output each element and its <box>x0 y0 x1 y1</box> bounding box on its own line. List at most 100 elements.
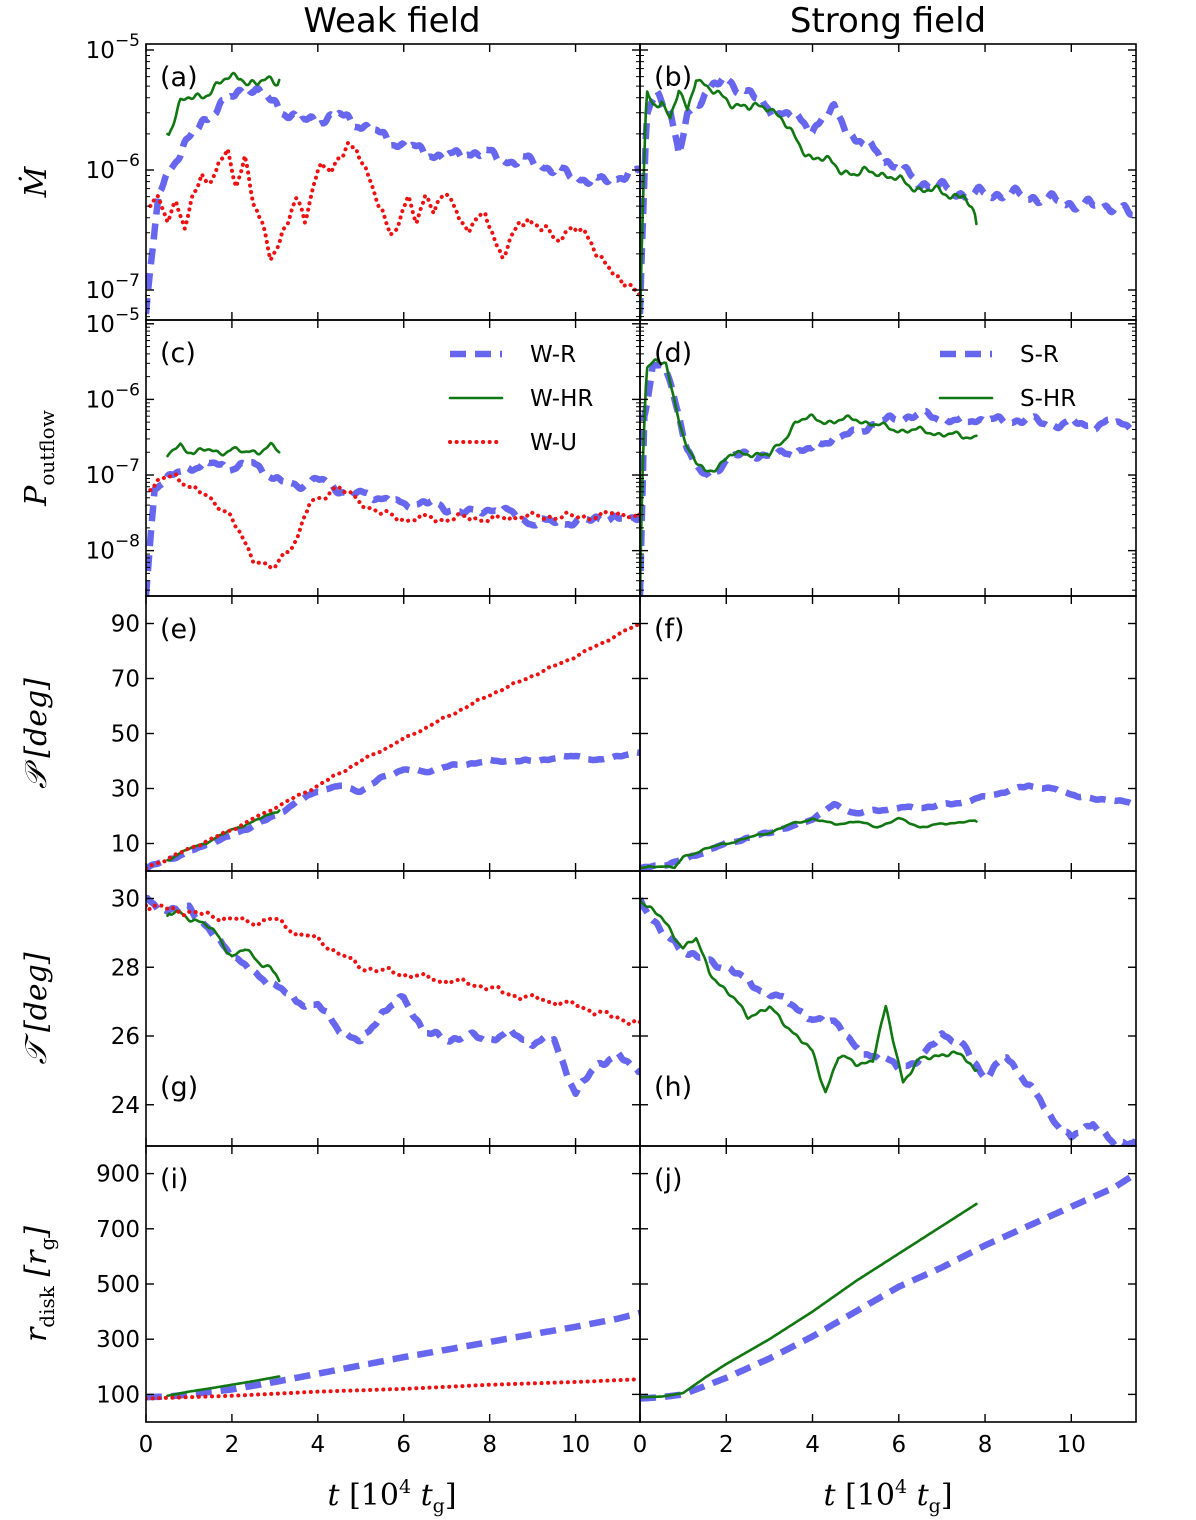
series-group <box>146 71 640 315</box>
plot-layer: 10−5 10−6 10−7 (a) (b) Ṁ 10−5 10−6 10−7 10−8 (c) (d… <box>18 31 1137 1458</box>
panel-label: (j) <box>654 1164 683 1195</box>
panel-e: 10 30 50 70 90 (e) <box>111 595 641 872</box>
panel-frame <box>145 1145 641 1423</box>
series-group <box>640 73 1136 320</box>
panel-j: 0 2 4 6 8 10 (j) <box>633 1145 1137 1458</box>
panel-label: (d) <box>654 338 692 369</box>
y-tick-label: 10−8 <box>86 532 140 565</box>
legend-d: S-R S-HR <box>938 342 1076 412</box>
series-line-W-U <box>146 903 640 1027</box>
panel-label: (e) <box>160 614 198 645</box>
y-axis-label-rdisk: rdisk [rg] <box>19 1226 59 1342</box>
y-tick-label: 10−6 <box>86 380 140 413</box>
y-tick-label: 10−6 <box>86 151 140 184</box>
y-tick-label: 30 <box>111 777 140 803</box>
y-axis-label-poutflow: Poutflow <box>19 410 59 507</box>
y-tick-label: 50 <box>111 722 140 748</box>
series-line-W-R <box>146 84 640 315</box>
y-tick-label: 24 <box>111 1093 140 1119</box>
x-tick-label: 8 <box>978 1432 993 1458</box>
x-tick-label: 10 <box>1057 1432 1086 1458</box>
left-column-title: Weak field <box>303 1 480 41</box>
y-tick-label: 70 <box>111 667 140 693</box>
series-line-W-HR <box>166 71 281 136</box>
series-group <box>146 441 640 596</box>
y-tick-label: 700 <box>96 1217 140 1243</box>
series-group <box>640 1170 1136 1402</box>
y-tick-label: 30 <box>111 887 140 913</box>
y-axis-label-precession: 𝒫 [deg] <box>19 678 54 789</box>
series-group <box>640 358 1136 596</box>
x-tick-label: 10 <box>561 1432 590 1458</box>
right-column-title: Strong field <box>790 1 986 41</box>
y-tick-label: 900 <box>96 1162 140 1188</box>
x-tick-label: 8 <box>482 1432 497 1458</box>
y-axis-label-tilt: 𝒯 [deg] <box>19 952 54 1064</box>
series-group <box>146 621 640 871</box>
series-line-W-HR <box>166 909 281 983</box>
panel-d: (d) <box>639 319 1137 597</box>
x-axis-label-right: t [104 tg] <box>823 1476 952 1517</box>
panel-h: (h) <box>639 870 1137 1147</box>
panel-frame <box>639 595 1137 872</box>
y-tick-label: 100 <box>96 1382 140 1408</box>
panel-b: (b) <box>639 43 1137 321</box>
panel-c: 10−5 10−6 10−7 10−8 (c) <box>86 305 641 597</box>
series-line-S-HR <box>640 897 978 1094</box>
legend-c: W-R W-HR W-U <box>448 342 593 456</box>
series-line-S-R <box>640 73 1136 315</box>
series-line-S-HR <box>640 1202 978 1399</box>
panel-frame <box>145 43 641 321</box>
series-line-S-R <box>640 782 1136 871</box>
x-tick-label: 4 <box>805 1432 820 1458</box>
series-line-W-R <box>146 894 640 1098</box>
panel-label: (c) <box>160 338 196 369</box>
legend-label-S-R: S-R <box>1020 342 1059 368</box>
series-line-S-R <box>640 1170 1136 1402</box>
x-tick-label: 2 <box>225 1432 240 1458</box>
x-tick-label: 4 <box>311 1432 326 1458</box>
x-tick-label: 0 <box>139 1432 154 1458</box>
y-tick-label: 90 <box>111 612 140 638</box>
panel-label: (f) <box>654 614 685 645</box>
series-line-S-HR <box>640 358 978 596</box>
x-tick-label: 6 <box>396 1432 411 1458</box>
series-line-W-U <box>146 621 640 871</box>
series-group <box>640 782 1136 871</box>
series-group <box>146 894 640 1098</box>
series-line-W-R <box>146 458 640 596</box>
x-tick-label: 6 <box>891 1432 906 1458</box>
panel-a: 10−5 10−6 10−7 (a) <box>86 31 641 321</box>
series-line-S-R <box>640 897 1136 1146</box>
y-tick-label: 10−5 <box>86 305 140 338</box>
panel-frame <box>145 595 641 872</box>
series-group <box>146 1309 640 1401</box>
series-line-W-U <box>146 1377 640 1401</box>
panel-label: (i) <box>160 1164 189 1195</box>
legend-label-W-U: W-U <box>530 430 577 456</box>
series-line-S-HR <box>640 816 978 870</box>
x-axis-label-left: t [104 tg] <box>327 1476 456 1517</box>
series-group <box>640 897 1136 1146</box>
y-tick-label: 10−7 <box>86 456 140 489</box>
panel-label: (h) <box>654 1072 692 1103</box>
panel-label: (a) <box>160 62 198 93</box>
y-tick-label: 10−5 <box>86 31 140 64</box>
y-tick-label: 10 <box>111 832 140 858</box>
y-tick-label: 26 <box>111 1024 140 1050</box>
y-axis-label-mdot: Ṁ <box>18 165 54 198</box>
panel-i: 100 300 500 700 900 0 2 4 6 8 10 (i) <box>96 1145 641 1458</box>
y-tick-label: 10−7 <box>86 271 140 304</box>
series-line-W-U <box>148 141 640 298</box>
panel-frame <box>639 319 1137 597</box>
legend-label-W-HR: W-HR <box>530 386 593 412</box>
panel-g: 24 26 28 30 (g) <box>111 870 641 1147</box>
series-line-W-R <box>146 1309 640 1401</box>
legend-label-S-HR: S-HR <box>1020 386 1076 412</box>
series-line-S-R <box>640 361 1136 596</box>
series-line-W-HR <box>166 1375 281 1398</box>
panel-label: (b) <box>654 62 692 93</box>
panel-f: (f) <box>639 595 1137 872</box>
y-tick-label: 300 <box>96 1327 140 1353</box>
x-tick-label: 2 <box>719 1432 734 1458</box>
